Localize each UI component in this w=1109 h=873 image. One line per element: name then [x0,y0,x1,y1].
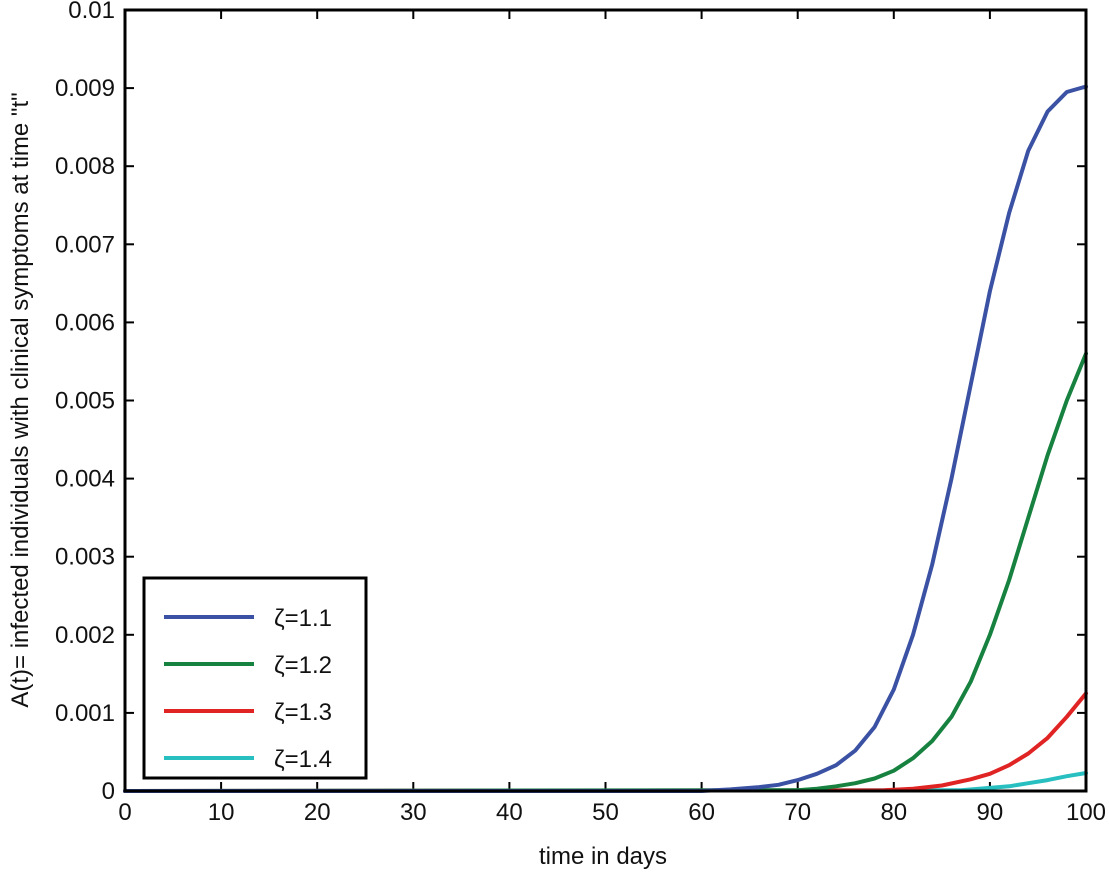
x-tick-label: 70 [784,799,811,826]
plot-frame-border [123,8,1088,793]
y-tick-label: 0.003 [55,544,115,571]
series-line [123,84,1088,793]
series-line [123,691,1088,793]
legend-label: ζ=1.3 [274,699,332,726]
y-tick-label: 0.002 [55,622,115,649]
y-tick-label: 0.005 [55,388,115,415]
x-tick-label: 40 [496,799,523,826]
y-tick-label: 0.01 [68,0,115,24]
legend-label: ζ=1.2 [274,652,332,679]
legend: ζ=1.1 ζ=1.2 ζ=1.3 ζ=1.4 [142,576,368,780]
x-tick-label: 80 [880,799,907,826]
y-tick-label: 0.008 [55,153,115,180]
x-tick-label: 100 [1066,799,1106,826]
x-tick-label: 20 [304,799,331,826]
y-tick-label: 0.004 [55,466,115,493]
x-axis-label: time in days [539,843,667,870]
x-tick-label: 0 [118,799,131,826]
y-tick-label: 0.001 [55,700,115,727]
x-tick-label: 10 [208,799,235,826]
y-tick-label: 0.009 [55,75,115,102]
legend-label: ζ=1.1 [274,605,332,632]
x-tick-label: 30 [400,799,427,826]
y-tick-label: 0.006 [55,309,115,336]
x-tick-label: 50 [592,799,619,826]
legend-box [142,576,368,780]
y-tick-label: 0.007 [55,231,115,258]
x-tick-label: 90 [977,799,1004,826]
series-line [123,351,1088,793]
x-tick-label: 60 [688,799,715,826]
legend-label: ζ=1.4 [274,746,332,773]
y-tick-label: 0 [102,778,115,805]
y-axis-label: A(t)= infected individuals with clinical… [7,92,34,707]
